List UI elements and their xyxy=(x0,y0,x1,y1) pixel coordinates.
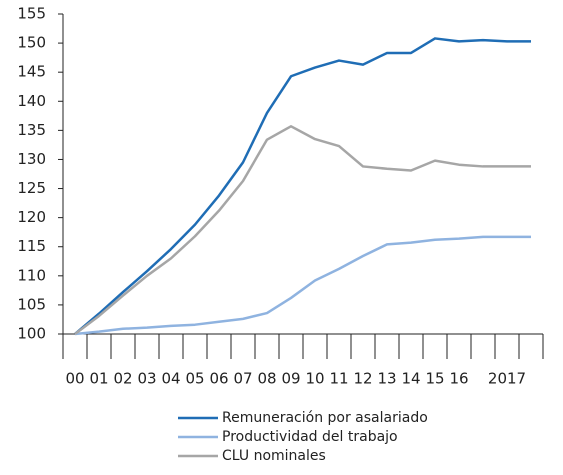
y-tick-label: 110 xyxy=(17,266,46,284)
x-tick-label: 06 xyxy=(209,370,228,388)
x-tick-label: 02 xyxy=(113,370,132,388)
x-tick-label: 13 xyxy=(377,370,396,388)
series-line xyxy=(74,125,531,335)
x-tick-label: 07 xyxy=(233,370,252,388)
y-tick-label: 105 xyxy=(17,295,46,313)
x-tick-label: 12 xyxy=(353,370,372,388)
y-tick-label: 100 xyxy=(17,325,46,343)
legend: Remuneración por asalariado Productividad… xyxy=(178,410,428,464)
x-tick-label: 14 xyxy=(401,370,420,388)
y-tick-label: 145 xyxy=(17,63,46,81)
x-tick-label: 2017 xyxy=(488,370,526,388)
series-line xyxy=(74,37,531,335)
legend-label: Remuneración por asalariado xyxy=(222,410,428,426)
legend-label: CLU nominales xyxy=(222,448,326,464)
x-tick-label: 04 xyxy=(161,370,180,388)
x-tick-label: 08 xyxy=(257,370,276,388)
x-tick-label: 01 xyxy=(89,370,108,388)
x-tick-label: 11 xyxy=(329,370,348,388)
x-tick-label: 16 xyxy=(449,370,468,388)
y-tick-label: 125 xyxy=(17,179,46,197)
y-tick-label: 150 xyxy=(17,34,46,52)
y-tick-label: 140 xyxy=(17,92,46,110)
y-tick-label: 155 xyxy=(17,5,46,23)
x-tick-label: 10 xyxy=(305,370,324,388)
y-tick-label: 120 xyxy=(17,208,46,226)
y-tick-label: 135 xyxy=(17,121,46,139)
x-tick-label: 05 xyxy=(185,370,204,388)
x-tick-label: 09 xyxy=(281,370,300,388)
y-tick-label: 115 xyxy=(17,237,46,255)
x-tick-label: 15 xyxy=(425,370,444,388)
x-tick-label: 00 xyxy=(65,370,84,388)
legend-label: Productividad del trabajo xyxy=(222,429,398,445)
series-line xyxy=(74,235,531,336)
y-tick-label: 130 xyxy=(17,150,46,168)
x-tick-label: 03 xyxy=(137,370,156,388)
